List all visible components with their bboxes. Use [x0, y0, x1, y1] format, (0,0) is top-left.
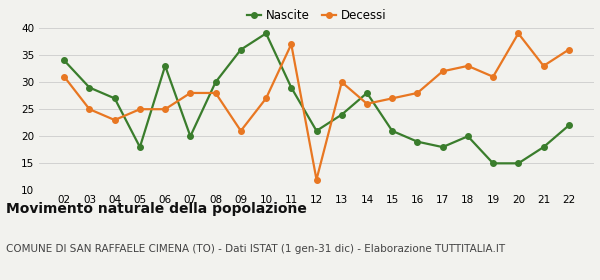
Decessi — [136, 108, 143, 111]
Decessi — [86, 108, 93, 111]
Decessi — [287, 43, 295, 46]
Decessi — [187, 91, 194, 95]
Nascite — [287, 86, 295, 89]
Nascite — [111, 97, 118, 100]
Decessi — [338, 80, 346, 84]
Nascite — [86, 86, 93, 89]
Decessi — [464, 64, 472, 67]
Nascite — [262, 32, 269, 35]
Decessi — [565, 48, 572, 51]
Decessi — [439, 70, 446, 73]
Nascite — [313, 129, 320, 132]
Nascite — [161, 64, 169, 67]
Line: Nascite: Nascite — [61, 31, 572, 166]
Legend: Nascite, Decessi: Nascite, Decessi — [242, 5, 391, 27]
Text: Movimento naturale della popolazione: Movimento naturale della popolazione — [6, 202, 307, 216]
Decessi — [490, 75, 497, 78]
Nascite — [389, 129, 396, 132]
Decessi — [262, 97, 269, 100]
Decessi — [237, 129, 244, 132]
Decessi — [364, 102, 371, 106]
Decessi — [161, 108, 169, 111]
Nascite — [565, 124, 572, 127]
Nascite — [515, 162, 522, 165]
Nascite — [187, 135, 194, 138]
Decessi — [414, 91, 421, 95]
Nascite — [490, 162, 497, 165]
Decessi — [515, 32, 522, 35]
Nascite — [338, 113, 346, 116]
Nascite — [237, 48, 244, 51]
Nascite — [136, 145, 143, 149]
Decessi — [111, 118, 118, 122]
Nascite — [464, 135, 472, 138]
Decessi — [313, 178, 320, 181]
Nascite — [540, 145, 547, 149]
Decessi — [389, 97, 396, 100]
Nascite — [439, 145, 446, 149]
Nascite — [61, 59, 68, 62]
Text: COMUNE DI SAN RAFFAELE CIMENA (TO) - Dati ISTAT (1 gen-31 dic) - Elaborazione TU: COMUNE DI SAN RAFFAELE CIMENA (TO) - Dat… — [6, 244, 505, 254]
Decessi — [540, 64, 547, 67]
Nascite — [364, 91, 371, 95]
Decessi — [61, 75, 68, 78]
Nascite — [212, 80, 219, 84]
Decessi — [212, 91, 219, 95]
Nascite — [414, 140, 421, 143]
Line: Decessi: Decessi — [61, 31, 572, 182]
